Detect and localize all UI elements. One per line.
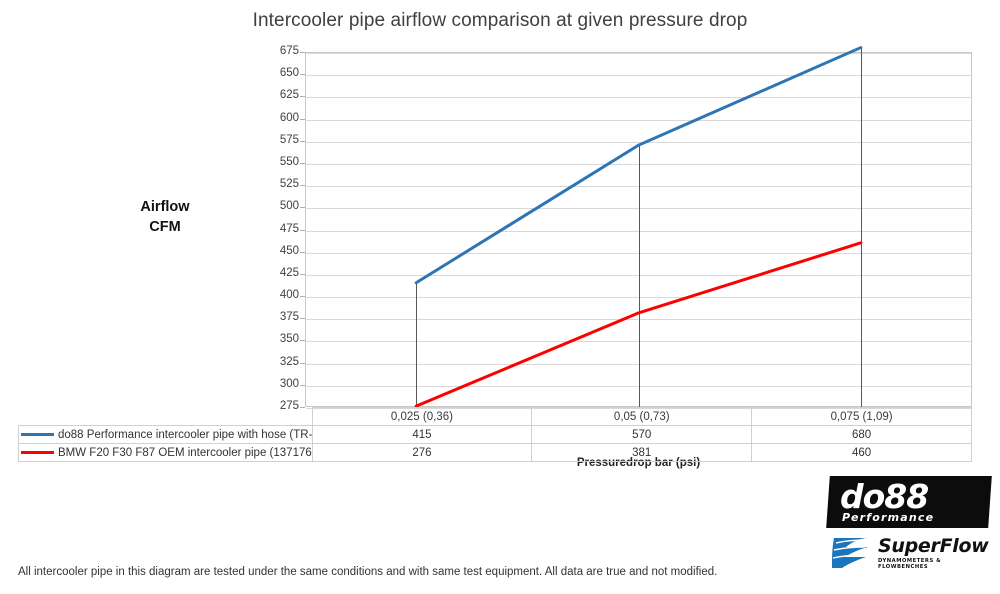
y-axis-tick-label: 325 [279,355,299,368]
y-axis-tick-mark [300,273,305,275]
y-axis-tick-mark [300,185,305,187]
data-value-cell: 680 [751,425,972,444]
data-value-cell: 415 [311,425,533,444]
chart-title: Intercooler pipe airflow comparison at g… [252,10,748,31]
y-axis-tick-label: 525 [279,178,299,191]
superflow-swoosh-icon [832,538,868,568]
series-lines [414,46,863,408]
series-line-1 [414,46,863,285]
x-axis-category-label: 0,075 (1,09) [751,407,972,426]
y-axis-tick-label: 650 [279,67,299,80]
y-axis-tick-mark [300,207,305,209]
y-axis-line [305,52,306,407]
footnote: All intercooler pipe in this diagram are… [18,566,718,578]
table-row: BMW F20 F30 F87 OEM intercooler pipe (13… [18,443,972,462]
table-row: do88 Performance intercooler pipe with h… [18,425,972,444]
legend-label: do88 Performance intercooler pipe with h… [58,428,312,441]
y-axis-tick-label: 675 [279,45,299,57]
x-axis-category-label: 0,05 (0,73) [531,407,753,426]
legend-entry[interactable]: BMW F20 F30 F87 OEM intercooler pipe (13… [18,443,313,462]
table-row-categories: 0,025 (0,36) 0,05 (0,73) 0,075 (1,09) [18,407,972,426]
series-line-2 [414,241,863,408]
category-dropline [638,145,640,407]
y-axis-title-line2: CFM [149,218,181,235]
category-dropline [416,282,418,407]
y-axis-tick-mark [300,318,305,320]
y-axis-tick-label: 275 [279,400,299,412]
y-axis-tick-mark [300,340,305,342]
y-axis-tick-label: 400 [279,289,299,302]
y-axis-tick-label: 625 [279,89,299,102]
data-value-cell: 276 [311,443,533,462]
superflow-logo-text: SuperFlow [878,534,989,557]
y-axis-tick-mark [300,251,305,253]
y-axis-tick-label: 575 [279,133,299,146]
y-axis-tick-label: 375 [279,311,299,324]
y-axis-tick-mark [300,384,305,386]
y-axis-tick-label: 475 [279,222,299,235]
y-axis-tick-mark [300,140,305,142]
y-axis-tick-label: 350 [279,333,299,346]
y-axis-tick-mark [300,296,305,298]
superflow-logo: SuperFlow DYNAMOMETERS & FLOWBENCHES [830,534,990,572]
gridline [306,75,971,77]
do88-logo-tagline: Performance [842,511,935,524]
superflow-logo-tagline: DYNAMOMETERS & FLOWBENCHES [878,557,942,570]
data-value-cell: 381 [531,443,753,462]
legend-color-swatch [21,433,54,436]
y-axis-tick-mark [300,229,305,231]
y-axis-tick-mark [300,162,305,164]
gridline [306,53,971,54]
table-corner-cell [18,407,313,426]
y-axis-tick-mark [300,118,305,120]
x-axis-category-label: 0,025 (0,36) [311,407,533,426]
legend-color-swatch [21,451,54,454]
category-droplines [305,47,972,408]
y-axis-tick-mark [300,96,305,98]
y-axis-title-line1: Airflow [140,199,190,215]
y-axis-title: Airflow CFM [110,198,220,237]
y-axis-tick-mark [300,52,305,53]
y-axis-tick-label: 600 [279,111,299,124]
legend-entry[interactable]: do88 Performance intercooler pipe with h… [18,425,313,444]
do88-logo: do88 Performance [826,476,992,528]
gridline [306,141,971,143]
y-axis-tick-mark [300,362,305,364]
gridline [306,119,971,121]
data-value-cell: 570 [531,425,753,444]
category-dropline [860,47,862,407]
y-axis-tick-label: 500 [279,200,299,213]
y-axis-tick-mark [300,74,305,76]
gridline [306,97,971,99]
legend-label: BMW F20 F30 F87 OEM intercooler pipe (13… [58,446,312,459]
y-axis-tick-label: 425 [279,266,299,279]
y-axis-tick-label: 450 [279,244,299,257]
y-axis-tick-label: 550 [279,155,299,168]
data-value-cell: 460 [751,443,972,462]
data-table: 0,025 (0,36) 0,05 (0,73) 0,075 (1,09) do88 … [18,407,972,462]
y-axis-tick-label: 300 [279,377,299,390]
